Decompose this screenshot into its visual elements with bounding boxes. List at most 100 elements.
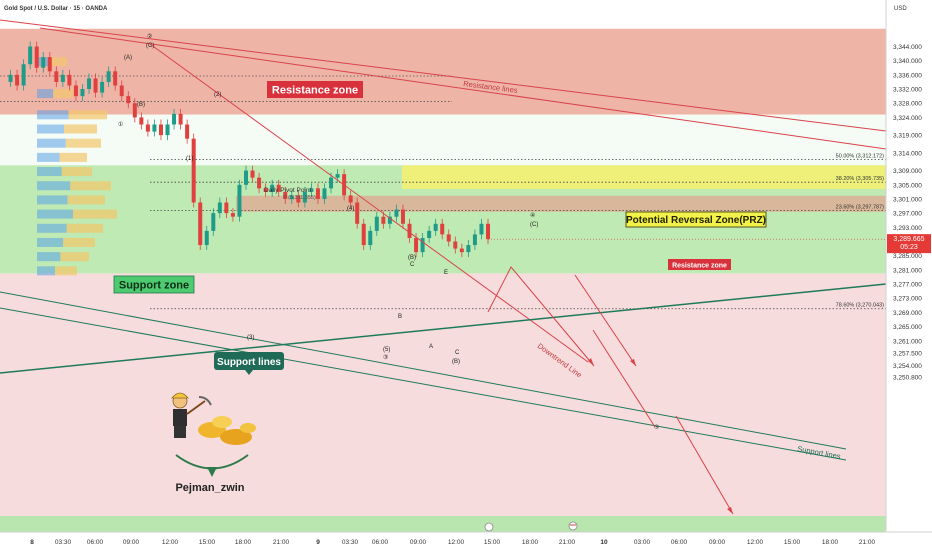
resistance-line-upper[interactable]: [0, 19, 887, 132]
price-tick-label: 3,324.000: [893, 115, 922, 122]
candle-body: [315, 188, 320, 199]
support-line-rising[interactable]: [0, 283, 887, 374]
candle-body: [132, 103, 137, 118]
candle-body: [309, 188, 314, 192]
price-tick-label: 3,254.000: [893, 363, 922, 370]
time-tick-label: 10: [600, 539, 608, 546]
time-tick-label: 18:00: [822, 539, 839, 546]
time-tick-label: 18:00: [522, 539, 539, 546]
price-tick-label: 3,332.000: [893, 87, 922, 94]
candle-body: [440, 223, 445, 235]
wave-3-circle: ③: [383, 354, 388, 361]
candle-body: [119, 85, 124, 97]
volume-bar-blue: [37, 181, 71, 191]
volume-profile: [37, 57, 117, 276]
time-tick-label: 15:00: [484, 539, 501, 546]
fib-level-label: 38.20% (3,305.735): [836, 176, 884, 182]
inner-resistance-zone-area[interactable]: [236, 195, 886, 212]
time-tick-label: 06:00: [372, 539, 389, 546]
price-tick-label: 3,319.000: [893, 133, 922, 140]
price-tick-label: 3,305.000: [893, 182, 922, 189]
candle-body: [178, 113, 183, 125]
price-tick-label: 3,265.000: [893, 324, 922, 331]
price-tick-label: 3,281.000: [893, 267, 922, 274]
time-tick-label: 15:00: [199, 539, 216, 546]
wave-3: (3): [247, 335, 254, 341]
downtrend-line[interactable]: [149, 43, 589, 363]
time-tick-label: 21:00: [273, 539, 290, 546]
miner-legs: [174, 426, 186, 438]
candle-body: [217, 202, 222, 214]
volume-bar-blue: [37, 167, 62, 177]
price-tick-label: 3,250.800: [893, 374, 922, 381]
projection-zigzag[interactable]: [487, 266, 595, 367]
candle-body: [433, 223, 438, 231]
price-axis[interactable]: USD 3,344.000 3,340.000 3,336.000 3,332.000…: [885, 0, 932, 550]
countdown-label: 05:23: [900, 244, 918, 251]
projection-arrow-3[interactable]: [675, 415, 734, 515]
candle-body: [446, 234, 451, 242]
candle-body: [296, 195, 301, 203]
volume-bar-blue: [37, 209, 73, 219]
support-zone-label-box[interactable]: [113, 275, 195, 294]
time-tick-label: 21:00: [559, 539, 576, 546]
resistance-line-lower[interactable]: [39, 27, 887, 150]
candle-body: [41, 57, 46, 68]
bottom-green-band: [0, 516, 886, 532]
projection-arrow-2[interactable]: [592, 329, 656, 428]
wave-c-small: C: [410, 262, 415, 268]
candle-body: [322, 188, 327, 199]
pivot-sub-label: P (3,311.355): [283, 195, 316, 201]
candle-body: [106, 71, 111, 82]
prz-label-box[interactable]: [625, 211, 767, 228]
wave-a: (A): [124, 55, 132, 61]
time-tick-label: 12:00: [747, 539, 764, 546]
wave-c-top: (C): [146, 43, 154, 49]
candle-body: [387, 216, 392, 224]
inner-resistance-label-box[interactable]: [668, 259, 731, 270]
candle-body: [8, 74, 13, 82]
clock-icon[interactable]: [484, 522, 494, 532]
candle-body: [414, 237, 419, 253]
wave-b-small: B: [398, 314, 402, 320]
candle-body: [60, 74, 65, 82]
candle-body: [185, 124, 190, 139]
arrowhead-2: [630, 359, 636, 366]
time-ticks: 8 03:30 06:00 09:00 12:00 15:00 18:00 21:00 9 03:…: [30, 539, 875, 546]
support-lines-label-box[interactable]: [214, 352, 284, 370]
current-price-label: 3,289.665: [893, 236, 924, 243]
fib-level-label: 23.60% (3,297.787): [836, 204, 884, 210]
volume-bar-orange: [63, 237, 95, 247]
projection-arrow-1[interactable]: [574, 274, 637, 367]
candle-body: [204, 230, 209, 246]
volume-bar-blue: [37, 237, 64, 247]
volume-bar-blue: [37, 223, 67, 233]
volume-bar-blue: [37, 138, 66, 148]
volume-bar-blue: [37, 89, 54, 99]
support-line-falling-1[interactable]: [0, 291, 847, 450]
symbol-title: Gold Spot / U.S. Dollar · 15 · OANDA: [4, 6, 108, 12]
time-tick-label: 18:00: [235, 539, 252, 546]
wave-a-small: A: [429, 344, 433, 350]
resistance-zone-label-box[interactable]: [267, 81, 363, 98]
wave-labels: ② (C) (A) (B) ① (2) (1) (4) (3) ④ (C) (B…: [118, 33, 659, 431]
prz-zone-area[interactable]: [402, 165, 886, 190]
candle-body: [479, 223, 484, 235]
wave-4-circle: ④: [530, 212, 535, 219]
flag-icon[interactable]: [568, 521, 578, 531]
time-tick-label: 21:00: [859, 539, 876, 546]
volume-bar-orange: [64, 124, 97, 134]
time-tick-label: 06:00: [87, 539, 104, 546]
candle-body: [237, 184, 242, 217]
volume-bar-blue: [37, 195, 68, 205]
time-tick-label: 03:30: [342, 539, 359, 546]
wave-b3: (B): [452, 359, 460, 365]
candle-body: [486, 223, 490, 240]
price-ticks: 3,344.000 3,340.000 3,336.000 3,332.000 3,32…: [893, 44, 922, 381]
time-axis[interactable]: 8 03:30 06:00 09:00 12:00 15:00 18:00 21:00 9 03:…: [0, 521, 932, 550]
volume-bar-blue: [37, 266, 55, 276]
candle-body: [329, 177, 334, 189]
candle-body: [198, 202, 203, 246]
resistance-zone-label: Resistance zone: [272, 85, 358, 97]
support-line-falling-2[interactable]: [0, 307, 847, 461]
